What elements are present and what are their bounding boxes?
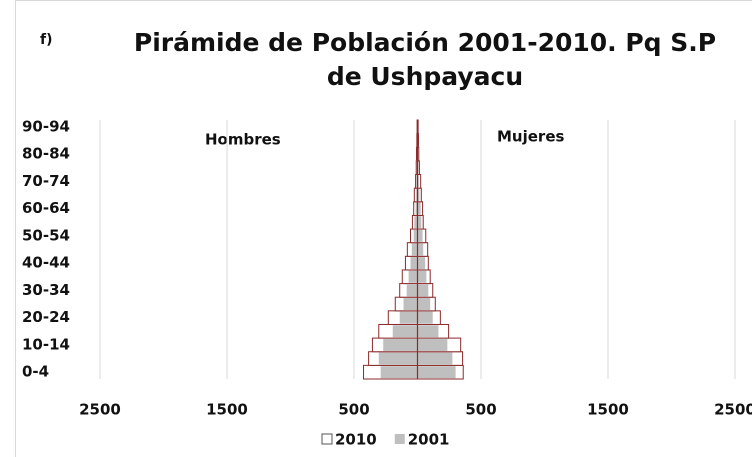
y-tick-label: 80-84 (22, 145, 70, 163)
x-tick-label: 2500 (79, 401, 121, 419)
legend-swatch (394, 434, 405, 444)
bar (413, 229, 418, 242)
chart-border (15, 0, 752, 457)
bar (392, 325, 418, 338)
y-tick-label: 20-24 (22, 308, 70, 326)
bar (417, 175, 419, 188)
y-tick-label: 30-34 (22, 281, 70, 299)
bar (417, 202, 421, 215)
bar (378, 352, 418, 365)
y-tick-label: 60-64 (22, 199, 70, 217)
bar (417, 188, 420, 201)
legend-label: 2010 (335, 431, 377, 449)
bar (416, 188, 418, 201)
bar (417, 352, 453, 365)
panel-label: f) (40, 32, 53, 48)
y-tick-label: 10-14 (22, 335, 70, 353)
y-tick-label: 0-4 (22, 363, 49, 381)
annotation: Hombres (205, 131, 281, 149)
bar (417, 243, 424, 256)
x-tick-label: 2500 (714, 401, 752, 419)
bar (417, 270, 427, 283)
bar (417, 298, 431, 311)
bar (417, 257, 426, 270)
bar (417, 284, 429, 297)
y-tick-label: 70-74 (22, 172, 70, 190)
bar (403, 298, 418, 311)
bar (399, 311, 418, 324)
chart-title: Pirámide de Población 2001-2010. Pq S.P (134, 28, 716, 57)
x-tick-label: 500 (465, 401, 496, 419)
bar (417, 229, 423, 242)
bar (417, 311, 433, 324)
bar (415, 202, 418, 215)
bar (380, 366, 418, 379)
x-tick-label: 500 (338, 401, 369, 419)
bar (411, 243, 418, 256)
x-tick-label: 1500 (206, 401, 248, 419)
legend-label: 2001 (408, 431, 450, 449)
bar (410, 257, 418, 270)
bar (417, 338, 448, 351)
bar (408, 270, 418, 283)
y-tick-label: 50-54 (22, 226, 70, 244)
x-tick-label: 1500 (587, 401, 629, 419)
bar (383, 338, 418, 351)
bar (417, 366, 456, 379)
bar (417, 216, 422, 229)
y-tick-label: 40-44 (22, 254, 70, 272)
annotation: Mujeres (497, 128, 564, 146)
bar (406, 284, 418, 297)
legend-swatch (321, 433, 333, 445)
bar (414, 216, 418, 229)
bar (417, 325, 439, 338)
y-tick-label: 90-94 (22, 117, 70, 135)
chart-title: de Ushpayacu (327, 62, 523, 91)
